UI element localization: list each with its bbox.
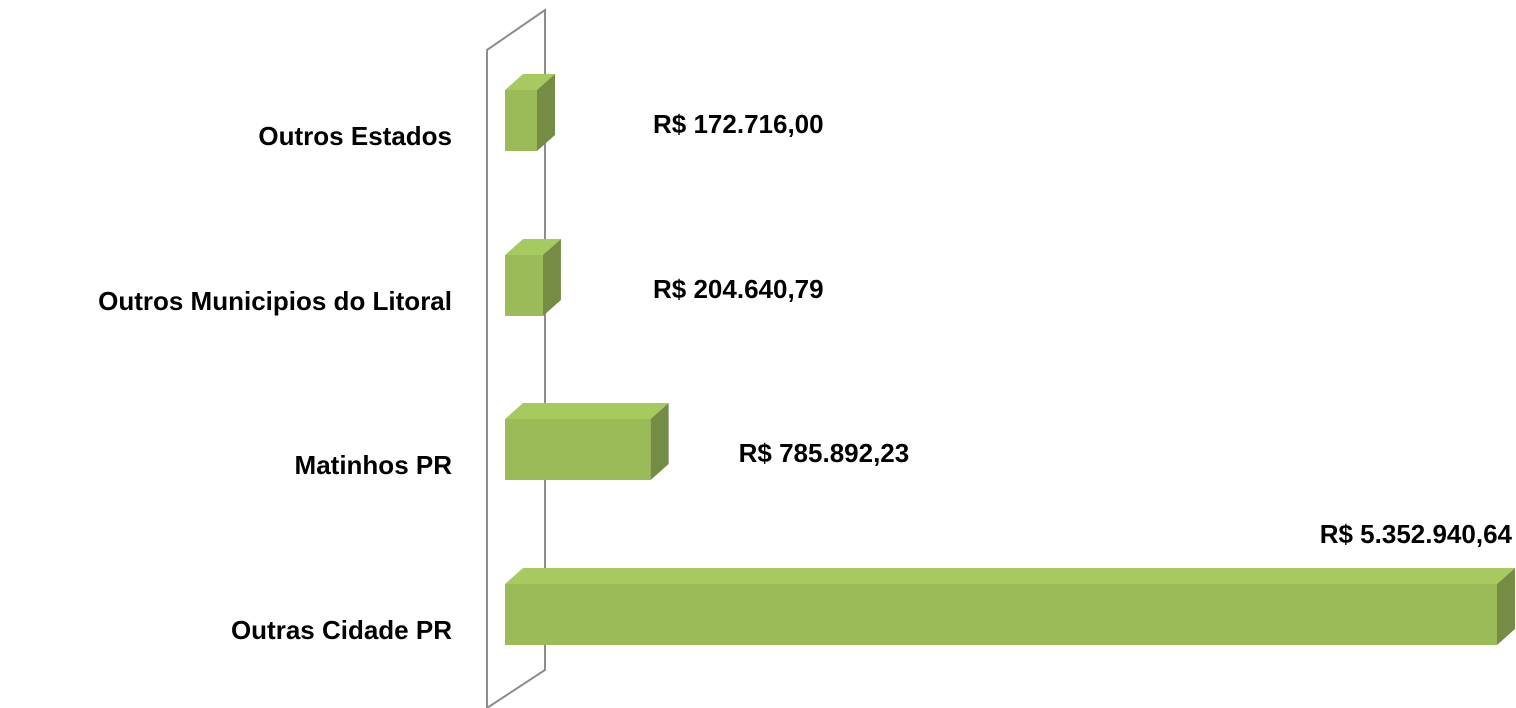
bar xyxy=(505,568,1515,645)
bar-side xyxy=(650,403,669,480)
chart-wall xyxy=(486,8,546,708)
bar-front xyxy=(505,90,538,151)
category-label: Outras Cidade PR xyxy=(231,615,452,645)
category-label: Outros Estados xyxy=(258,121,452,151)
bar-top xyxy=(505,239,561,255)
category-label: Matinhos PR xyxy=(295,450,453,480)
bar-top xyxy=(505,403,669,419)
bar xyxy=(505,403,669,480)
value-label: R$ 172.716,00 xyxy=(653,109,824,139)
bar-front xyxy=(505,255,543,316)
category-label: Outros Municipios do Litoral xyxy=(98,286,452,316)
bar-side xyxy=(542,239,561,316)
bar-top xyxy=(505,568,1515,584)
bar-front xyxy=(505,419,651,480)
value-label: R$ 5.352.940,64 xyxy=(1320,519,1513,549)
bar-side xyxy=(1497,568,1515,645)
bar xyxy=(505,74,556,151)
bar-top xyxy=(505,74,556,90)
value-label: R$ 204.640,79 xyxy=(653,274,824,304)
bar-side xyxy=(537,74,556,151)
value-label: R$ 785.892,23 xyxy=(739,438,910,468)
bar xyxy=(505,239,561,316)
bar-front xyxy=(505,584,1497,645)
